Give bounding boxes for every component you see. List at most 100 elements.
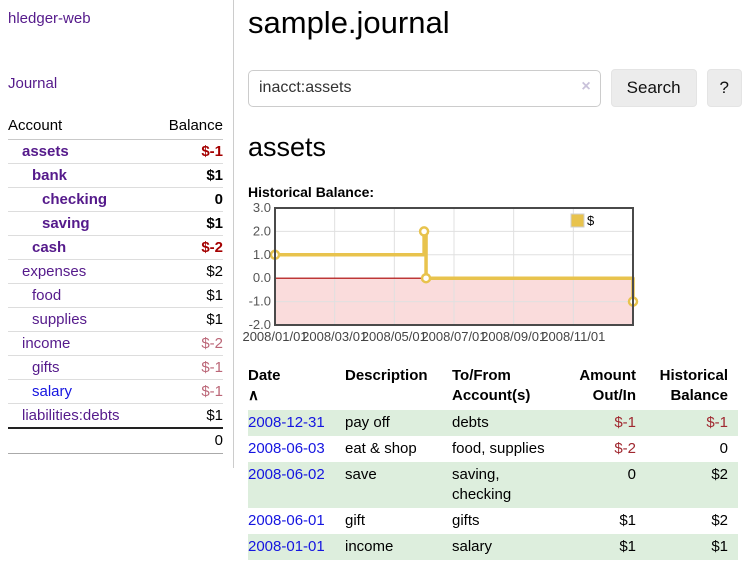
search-button[interactable]: Search — [610, 69, 697, 107]
transaction-date-link[interactable]: 2008-01-01 — [248, 538, 325, 555]
sort-asc-icon: ∧ — [248, 387, 259, 404]
plot-border — [274, 207, 634, 326]
transaction-balance: $1 — [646, 534, 738, 560]
account-balance: $-1 — [152, 355, 223, 380]
data-point[interactable] — [418, 226, 430, 237]
account-balance: $-2 — [152, 331, 223, 356]
account-balance: $1 — [152, 211, 223, 236]
y-tick-label: 3.0 — [253, 200, 271, 215]
account-row: expenses $2 — [8, 259, 223, 284]
register-header-balance: Historical Balance — [659, 367, 728, 404]
transaction-date-link[interactable]: 2008-06-03 — [248, 440, 325, 457]
account-link[interactable]: salary — [32, 383, 73, 400]
account-link[interactable]: liabilities:debts — [22, 407, 120, 424]
account-balance: 0 — [152, 187, 223, 212]
sidebar-divider — [233, 0, 234, 468]
x-tick-label: 2008/11/01 — [541, 329, 605, 344]
account-title: assets — [248, 132, 327, 162]
x-tick-label: 2008/01/01 — [242, 329, 307, 344]
register-header-date[interactable]: Date ∧ — [248, 367, 281, 404]
transaction-description: save — [345, 462, 452, 508]
transaction-amount: 0 — [560, 462, 646, 508]
clear-search-icon[interactable]: × — [581, 77, 591, 95]
sidebar: hledger-web Journal Account Balance asse… — [0, 0, 233, 454]
transaction-date-link[interactable]: 2008-12-31 — [248, 414, 325, 431]
y-tick-label: 2.0 — [253, 223, 271, 238]
account-link[interactable]: checking — [42, 191, 108, 208]
account-link[interactable]: expenses — [22, 263, 87, 280]
account-row: bank $1 — [8, 163, 223, 188]
chart-title: Historical Balance: — [248, 184, 375, 200]
sidebar-item-journal[interactable]: Journal — [8, 75, 58, 92]
account-row: salary $-1 — [8, 379, 223, 404]
historical-balance-chart[interactable]: 3.0 2.0 1.0 0.0 -1.0 -2.02008/01/012008/03/01… — [242, 200, 742, 348]
transaction-accounts: gifts — [452, 512, 480, 529]
account-balance: $-1 — [152, 139, 223, 164]
register-row: 2008-01-01 income salary $1 $1 — [248, 534, 738, 560]
account-link[interactable]: supplies — [32, 311, 88, 328]
register-table: Date ∧ Description To/From Account(s) Amo… — [248, 364, 738, 560]
transaction-description: pay off — [345, 410, 452, 436]
accounts-table: Account Balance assets $-1 bank $1 checking 0… — [8, 114, 223, 454]
account-balance: $-1 — [152, 379, 223, 404]
account-link[interactable]: income — [22, 335, 71, 352]
help-button[interactable]: ? — [706, 69, 742, 107]
transaction-balance: $2 — [646, 462, 738, 508]
y-tick-label: -1.0 — [249, 294, 271, 309]
account-row: food $1 — [8, 283, 223, 308]
transaction-description: gift — [345, 512, 366, 529]
account-balance: $1 — [152, 163, 223, 188]
data-point[interactable] — [420, 272, 432, 284]
accounts-total-balance: 0 — [152, 427, 223, 454]
account-link[interactable]: cash — [32, 239, 67, 256]
transaction-amount: $-1 — [560, 410, 646, 436]
transaction-description: eat & shop — [345, 440, 417, 457]
transaction-balance: $-1 — [646, 410, 738, 436]
account-balance: $1 — [152, 403, 223, 429]
main-content: sample.journal × Search ? assets Histori… — [242, 0, 742, 560]
account-balance: $2 — [152, 259, 223, 284]
register-row: 2008-06-01 gift gifts $1 $2 — [248, 508, 738, 534]
transaction-date-link[interactable]: 2008-06-01 — [248, 512, 325, 529]
page-title: sample.journal — [248, 5, 450, 40]
register-row: 2008-12-31 pay off debts $-1 $-1 — [248, 410, 738, 436]
brand-link[interactable]: hledger-web — [8, 10, 91, 27]
transaction-amount: $1 — [619, 512, 636, 529]
account-link[interactable]: saving — [42, 215, 90, 232]
transaction-accounts: debts — [452, 410, 560, 436]
account-balance: $1 — [152, 283, 223, 308]
transaction-balance: 0 — [719, 440, 728, 457]
register-row: 2008-06-03 eat & shop food, supplies $-2 0 — [248, 436, 738, 462]
account-row: assets $-1 — [8, 139, 223, 164]
legend-swatch — [570, 213, 585, 228]
account-row: cash $-2 — [8, 235, 223, 260]
account-row: income $-2 — [8, 331, 223, 356]
x-tick-label: 2008/05/01 — [362, 329, 427, 344]
account-link[interactable]: assets — [22, 143, 69, 160]
x-tick-label: 2008/09/01 — [481, 329, 546, 344]
transaction-amount: $-2 — [614, 440, 636, 457]
account-row: saving $1 — [8, 211, 223, 236]
register-header-description: Description — [345, 367, 428, 384]
account-row: liabilities:debts $1 — [8, 403, 223, 429]
accounts-header-balance: Balance — [152, 114, 223, 140]
account-balance: $1 — [152, 307, 223, 332]
register-header-row: Date ∧ Description To/From Account(s) Amo… — [248, 364, 738, 410]
transaction-accounts: saving, checking — [452, 462, 560, 508]
accounts-header-account: Account — [8, 114, 153, 140]
account-row: supplies $1 — [8, 307, 223, 332]
x-tick-label: 2008/03/01 — [302, 329, 367, 344]
search-input[interactable] — [248, 69, 601, 107]
account-link[interactable]: food — [32, 287, 62, 304]
search-input-wrap: × — [248, 69, 601, 107]
y-tick-label: -2.0 — [249, 317, 271, 332]
x-tick-label: 2008/07/01 — [421, 329, 486, 344]
account-row: gifts $-1 — [8, 355, 223, 380]
y-tick-label: 1.0 — [253, 247, 271, 262]
transaction-date-link[interactable]: 2008-06-02 — [248, 466, 325, 483]
account-link[interactable]: gifts — [32, 359, 60, 376]
transaction-accounts: salary — [452, 534, 560, 560]
account-link[interactable]: bank — [32, 167, 68, 184]
accounts-total-row: 0 — [8, 427, 223, 454]
register-header-accounts: To/From Account(s) — [452, 367, 531, 404]
